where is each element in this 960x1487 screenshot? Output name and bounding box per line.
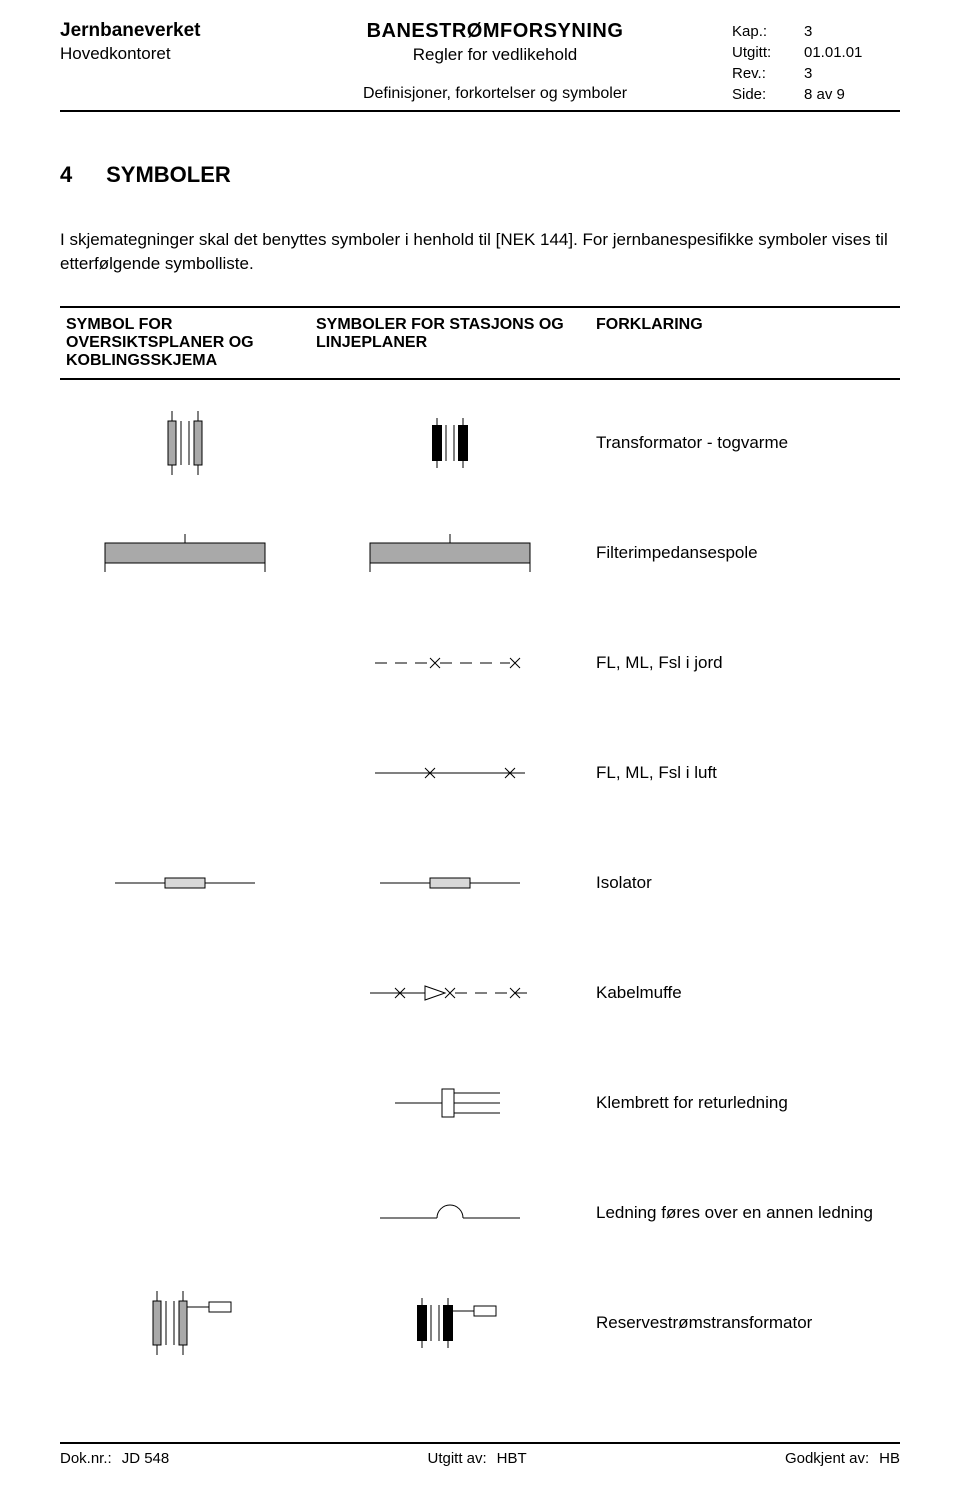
- row-label: FL, ML, Fsl i luft: [590, 763, 900, 783]
- doc-defline: Definisjoner, forkortelser og symboler: [260, 85, 730, 103]
- filter-spole-icon: [365, 534, 535, 572]
- meta-side-label: Side:: [732, 85, 802, 104]
- table-row: Kabelmuffe: [60, 938, 900, 1048]
- doc-meta: Kap.:3 Utgitt:01.01.01 Rev.:3 Side:8 av …: [730, 20, 900, 106]
- arc-line-icon: [375, 1200, 525, 1226]
- section-heading: 4 SYMBOLER: [60, 162, 900, 188]
- meta-kap-label: Kap.:: [732, 22, 802, 41]
- meta-rev-label: Rev.:: [732, 64, 802, 83]
- transformer-icon: [150, 411, 220, 475]
- table-row: Filterimpedansespole: [60, 498, 900, 608]
- row-label: Kabelmuffe: [590, 983, 900, 1003]
- footer-doknr: JD 548: [122, 1450, 170, 1467]
- footer-utgitt: HBT: [497, 1450, 527, 1467]
- footer-doknr-label: Dok.nr.:: [60, 1450, 112, 1467]
- org-name: Jernbaneverket: [60, 20, 260, 42]
- row-label: Filterimpedansespole: [590, 543, 900, 563]
- row-label: Klembrett for returledning: [590, 1093, 900, 1113]
- row-label: Transformator - togvarme: [590, 433, 900, 453]
- table-col3-header: FORKLARING: [590, 308, 900, 378]
- table-row: Klembrett for returledning: [60, 1048, 900, 1158]
- row-label: Isolator: [590, 873, 900, 893]
- intro-text: I skjemategninger skal det benyttes symb…: [60, 228, 900, 276]
- solid-line-icon: [370, 763, 530, 783]
- meta-utgitt: 01.01.01: [804, 43, 898, 62]
- kabelmuffe-icon: [365, 983, 535, 1003]
- page-header: Jernbaneverket Hovedkontoret BANESTRØMFO…: [60, 20, 900, 112]
- table-col1-header: SYMBOL FOR OVERSIKTSPLANER OG KOBLINGSSK…: [60, 308, 310, 378]
- footer-godkjent-label: Godkjent av:: [785, 1450, 869, 1467]
- row-label: Ledning føres over en annen ledning: [590, 1203, 900, 1223]
- page-footer: Dok.nr.: JD 548 Utgitt av: HBT Godkjent …: [60, 1442, 900, 1487]
- symbol-rows: Transformator - togvarme F: [60, 388, 900, 1378]
- footer-godkjent: HB: [879, 1450, 900, 1467]
- row-label: FL, ML, Fsl i jord: [590, 653, 900, 673]
- filter-spole-icon: [100, 534, 270, 572]
- symbol-table-header: SYMBOL FOR OVERSIKTSPLANER OG KOBLINGSSK…: [60, 306, 900, 380]
- transformer-icon: [415, 418, 485, 468]
- doc-subtitle: Regler for vedlikehold: [260, 45, 730, 65]
- table-col2-header: SYMBOLER FOR STASJONS OG LINJEPLANER: [310, 308, 590, 378]
- meta-side: 8 av 9: [804, 85, 898, 104]
- reserve-transformer-icon: [400, 1298, 500, 1348]
- isolator-icon: [375, 875, 525, 891]
- doc-title: BANESTRØMFORSYNING: [260, 20, 730, 43]
- meta-kap: 3: [804, 22, 898, 41]
- isolator-icon: [110, 875, 260, 891]
- klembrett-icon: [390, 1081, 510, 1125]
- table-row: FL, ML, Fsl i luft: [60, 718, 900, 828]
- table-row: Reservestrømstransformator: [60, 1268, 900, 1378]
- meta-rev: 3: [804, 64, 898, 83]
- footer-utgitt-label: Utgitt av:: [427, 1450, 486, 1467]
- table-row: FL, ML, Fsl i jord: [60, 608, 900, 718]
- table-row: Isolator: [60, 828, 900, 938]
- dashed-line-icon: [370, 653, 530, 673]
- org-subname: Hovedkontoret: [60, 44, 260, 64]
- section-number: 4: [60, 162, 100, 188]
- table-row: Ledning føres over en annen ledning: [60, 1158, 900, 1268]
- reserve-transformer-icon: [135, 1291, 235, 1355]
- row-label: Reservestrømstransformator: [590, 1313, 900, 1333]
- table-row: Transformator - togvarme: [60, 388, 900, 498]
- meta-utgitt-label: Utgitt:: [732, 43, 802, 62]
- section-title: SYMBOLER: [106, 162, 231, 187]
